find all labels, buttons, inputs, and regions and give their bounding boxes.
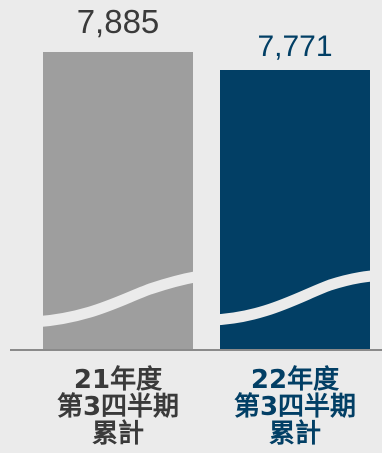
axis-break-wave <box>34 269 382 328</box>
category-label-1-line-1: 21年度 <box>74 364 162 395</box>
category-label-2-line-1: 22年度 <box>251 364 339 395</box>
bar-2 <box>220 70 370 350</box>
value-label-1: 7,885 <box>77 3 160 40</box>
value-label-2: 7,771 <box>257 30 332 63</box>
category-label-1-line-2: 第3四半期 <box>57 391 179 422</box>
category-label-1-line-3: 累計 <box>92 418 144 449</box>
category-label-2-line-3: 累計 <box>269 418 321 449</box>
category-label-2-line-2: 第3四半期 <box>234 391 356 422</box>
